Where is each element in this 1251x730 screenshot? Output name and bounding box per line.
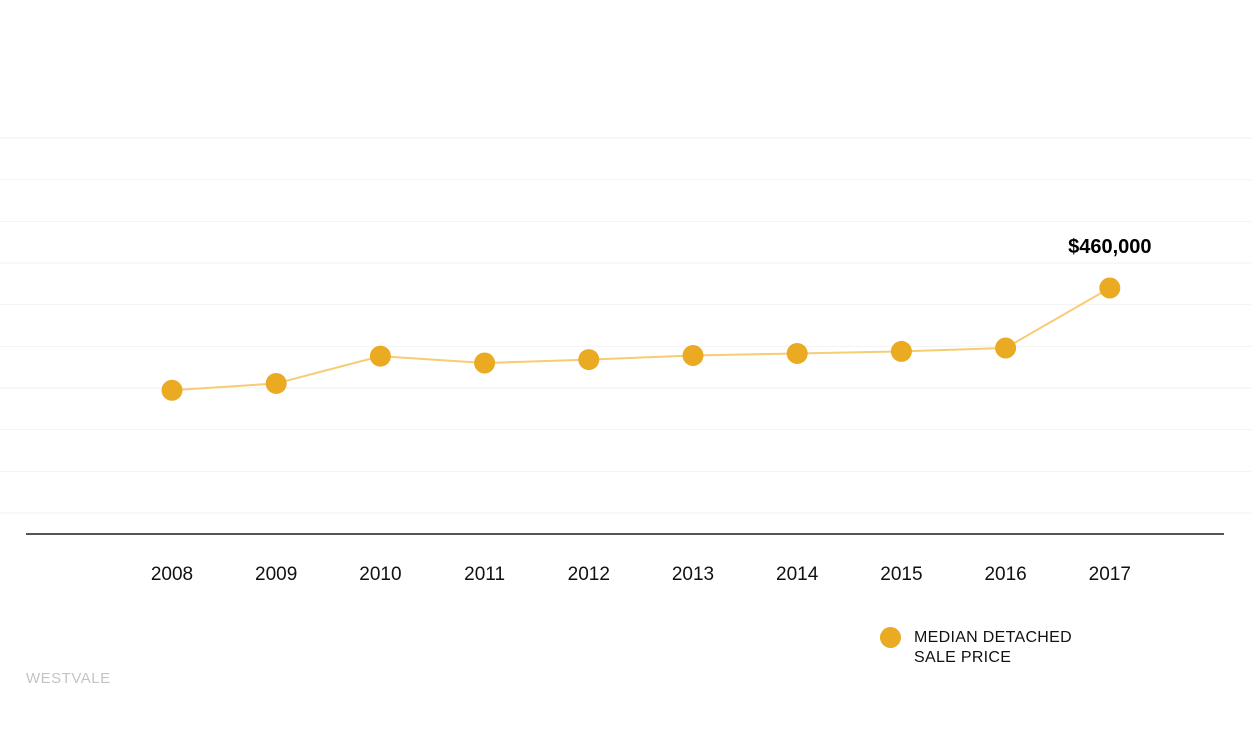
x-tick-label: 2009 — [255, 564, 297, 585]
data-point — [890, 340, 912, 362]
data-point — [265, 372, 287, 394]
data-points — [161, 277, 1121, 401]
x-tick-label: 2015 — [880, 564, 922, 585]
x-tick-label: 2010 — [359, 564, 401, 585]
data-point — [474, 352, 496, 374]
x-axis-tick-labels: 2008 2009 2010 2011 2012 2013 2014 2015 2016 2017 — [151, 564, 1131, 585]
data-labels: $460,000 — [1068, 236, 1151, 258]
data-point — [161, 379, 183, 401]
x-tick-label: 2008 — [151, 564, 193, 585]
data-point — [995, 337, 1017, 359]
x-tick-label: 2011 — [464, 564, 505, 585]
data-point — [1099, 277, 1121, 299]
brand-watermark: WESTVALE — [26, 670, 111, 687]
x-tick-label: 2014 — [776, 564, 819, 585]
gridlines — [0, 137, 1251, 514]
data-point — [682, 345, 704, 366]
x-tick-label: 2012 — [568, 564, 610, 585]
series-line — [171, 287, 1111, 392]
data-label: $460,000 — [1068, 236, 1151, 258]
data-point — [369, 345, 391, 367]
data-point — [786, 342, 808, 364]
x-tick-label: 2013 — [672, 564, 714, 585]
x-tick-label: 2016 — [984, 564, 1026, 585]
x-tick-label: 2017 — [1089, 564, 1131, 585]
legend-marker-icon — [880, 627, 901, 648]
legend: MEDIAN DETACHED SALE PRICE — [880, 627, 1084, 668]
legend-label: MEDIAN DETACHED SALE PRICE — [914, 629, 1072, 666]
data-point — [578, 349, 600, 371]
